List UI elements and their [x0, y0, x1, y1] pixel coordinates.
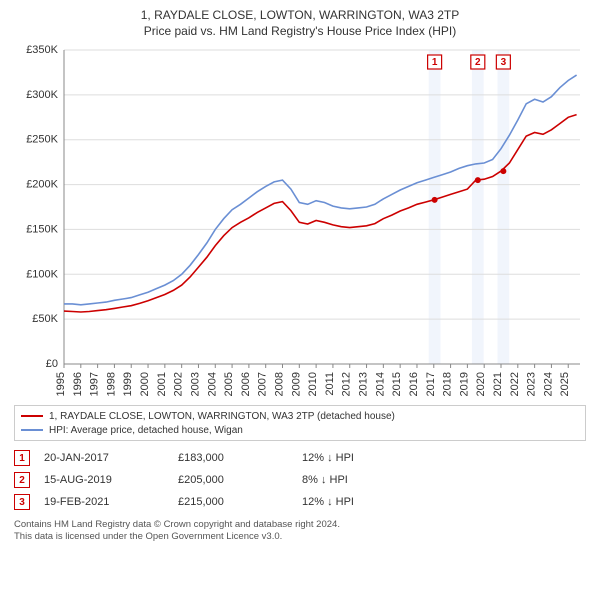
x-axis-label: 2011 — [324, 372, 336, 396]
transaction-row-marker: 1 — [14, 450, 30, 466]
x-axis-label: 2007 — [257, 372, 269, 396]
x-axis-label: 1996 — [72, 372, 84, 396]
titles: 1, RAYDALE CLOSE, LOWTON, WARRINGTON, WA… — [14, 8, 586, 44]
transaction-point — [475, 177, 481, 183]
transaction-row-marker: 3 — [14, 494, 30, 510]
x-axis-label: 2005 — [223, 372, 235, 396]
legend-item: HPI: Average price, detached house, Wiga… — [21, 423, 579, 437]
y-axis-label: £150K — [26, 223, 58, 235]
transaction-row: 2 15-AUG-2019 £205,000 8% ↓ HPI — [14, 469, 586, 491]
transaction-date: 20-JAN-2017 — [44, 452, 164, 464]
x-axis-label: 2014 — [374, 372, 386, 396]
legend-swatch — [21, 429, 43, 431]
transaction-price: £215,000 — [178, 496, 288, 508]
transaction-row-marker: 2 — [14, 472, 30, 488]
y-axis-label: £250K — [26, 134, 58, 146]
x-axis-label: 2010 — [307, 372, 319, 396]
x-axis-label: 2008 — [274, 372, 286, 396]
transaction-hpi-diff: 8% ↓ HPI — [302, 474, 412, 486]
chart-title-address: 1, RAYDALE CLOSE, LOWTON, WARRINGTON, WA… — [14, 8, 586, 22]
y-axis-label: £200K — [26, 179, 58, 191]
transaction-marker-number: 3 — [501, 57, 507, 68]
transaction-point — [432, 197, 438, 203]
transaction-band — [497, 50, 509, 364]
x-axis-label: 2000 — [139, 372, 151, 396]
chart-area: £0 £50K £100K £150K £200K £250K £300K £350K 1995… — [14, 44, 586, 399]
x-axis-label: 2009 — [290, 372, 302, 396]
x-axis-label: 1999 — [122, 372, 134, 396]
x-axis-label: 2017 — [425, 372, 437, 396]
x-axis-label: 2025 — [559, 372, 571, 396]
transaction-marker-number: 1 — [432, 57, 438, 68]
transaction-price: £205,000 — [178, 474, 288, 486]
x-axis-label: 2016 — [408, 372, 420, 396]
y-axis-label: £300K — [26, 89, 58, 101]
x-axis-label: 2024 — [542, 372, 554, 396]
chart-container: 1, RAYDALE CLOSE, LOWTON, WARRINGTON, WA… — [0, 0, 600, 590]
transaction-band — [472, 50, 484, 364]
legend-item: 1, RAYDALE CLOSE, LOWTON, WARRINGTON, WA… — [21, 409, 579, 423]
y-axis-label: £100K — [26, 268, 58, 280]
transaction-band — [429, 50, 441, 364]
chart-legend: 1, RAYDALE CLOSE, LOWTON, WARRINGTON, WA… — [14, 405, 586, 441]
x-axis-label: 1995 — [55, 372, 67, 396]
x-axis-label: 2003 — [189, 372, 201, 396]
x-axis-label: 2023 — [526, 372, 538, 396]
transaction-date: 15-AUG-2019 — [44, 474, 164, 486]
x-axis-label: 2006 — [240, 372, 252, 396]
x-axis-label: 2019 — [458, 372, 470, 396]
x-axis-label: 2022 — [509, 372, 521, 396]
transaction-price: £183,000 — [178, 452, 288, 464]
y-axis-label: £50K — [32, 313, 58, 325]
legend-swatch — [21, 415, 43, 417]
chart-subtitle: Price paid vs. HM Land Registry's House … — [14, 24, 586, 38]
footer-line-2: This data is licensed under the Open Gov… — [14, 531, 586, 543]
transaction-point — [500, 168, 506, 174]
x-axis-label: 2021 — [492, 372, 504, 396]
price-chart: £0 £50K £100K £150K £200K £250K £300K £350K 1995… — [14, 44, 586, 399]
legend-label: HPI: Average price, detached house, Wiga… — [49, 425, 243, 436]
transaction-hpi-diff: 12% ↓ HPI — [302, 452, 412, 464]
attribution-footer: Contains HM Land Registry data © Crown c… — [14, 519, 586, 544]
x-axis-label: 2020 — [475, 372, 487, 396]
transaction-row: 1 20-JAN-2017 £183,000 12% ↓ HPI — [14, 447, 586, 469]
legend-label: 1, RAYDALE CLOSE, LOWTON, WARRINGTON, WA… — [49, 411, 395, 422]
x-axis-label: 2001 — [156, 372, 168, 396]
transaction-row: 3 19-FEB-2021 £215,000 12% ↓ HPI — [14, 491, 586, 513]
y-axis-label: £0 — [46, 358, 58, 370]
transaction-marker-number: 2 — [475, 57, 481, 68]
y-axis-label: £350K — [26, 44, 58, 56]
x-axis-label: 2002 — [173, 372, 185, 396]
x-axis-label: 2012 — [341, 372, 353, 396]
transaction-hpi-diff: 12% ↓ HPI — [302, 496, 412, 508]
x-axis-label: 2015 — [391, 372, 403, 396]
x-axis-label: 2018 — [442, 372, 454, 396]
x-axis-label: 2004 — [206, 372, 218, 396]
x-axis-label: 1998 — [105, 372, 117, 396]
transactions-table: 1 20-JAN-2017 £183,000 12% ↓ HPI 2 15-AUG-201… — [14, 447, 586, 513]
transaction-date: 19-FEB-2021 — [44, 496, 164, 508]
footer-line-1: Contains HM Land Registry data © Crown c… — [14, 519, 586, 531]
x-axis-label: 1997 — [89, 372, 101, 396]
x-axis-label: 2013 — [358, 372, 370, 396]
